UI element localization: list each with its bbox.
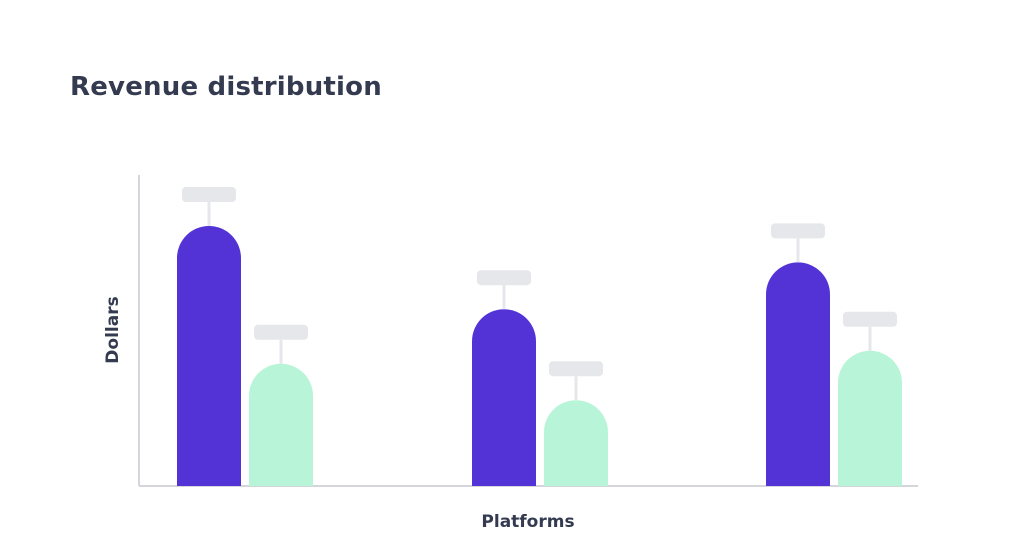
data-label-placeholder-3-1 — [771, 223, 825, 239]
data-label-placeholder-2-2 — [549, 361, 603, 377]
bar-group1-series1 — [177, 226, 241, 486]
data-label-placeholder-1-1 — [182, 187, 236, 202]
chart-title: Revenue distribution — [70, 72, 382, 102]
bar-group3-series2 — [838, 350, 902, 486]
bar-group3-series1 — [766, 262, 830, 486]
data-label-placeholder-1-2 — [254, 324, 308, 340]
bar-group2-series2 — [544, 400, 608, 486]
y-axis-label: Dollars — [103, 296, 123, 364]
data-label-placeholder-2-1 — [477, 270, 531, 286]
bar-group1-series2 — [249, 363, 313, 486]
data-label-placeholder-3-2 — [843, 311, 897, 327]
bar-group2-series1 — [472, 309, 536, 486]
x-axis-label: Platforms — [481, 512, 575, 532]
bars-group — [177, 187, 902, 486]
